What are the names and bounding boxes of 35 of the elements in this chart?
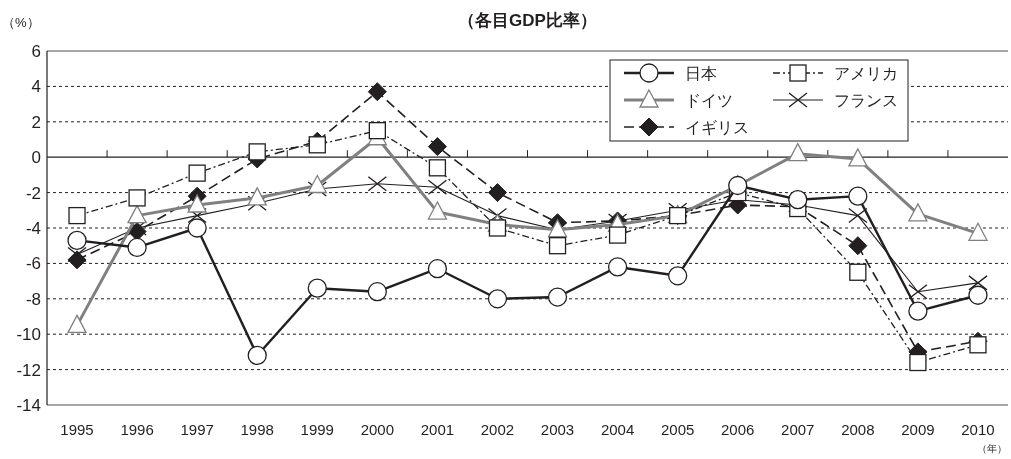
x-tick-label: 2002 [480, 421, 515, 438]
legend-label: ドイツ [685, 92, 733, 109]
y-tick-label: -14 [16, 396, 41, 415]
y-tick-label: -12 [16, 360, 41, 380]
y-tick-label: 4 [31, 77, 41, 97]
x-tick-label: 2010 [961, 421, 995, 438]
chart-title: （各目GDP比率） [458, 11, 597, 30]
x-tick-label: 2001 [420, 421, 455, 438]
legend-label: 日本 [685, 65, 717, 82]
x-tick-label: 2008 [841, 421, 875, 438]
x-tick-label: 1998 [240, 421, 274, 438]
x-tick-label: 2006 [721, 421, 755, 438]
y-tick-label: 2 [31, 112, 41, 132]
x-tick-label: 2007 [781, 421, 815, 438]
y-axis-title: （%） [2, 15, 40, 30]
y-tick-label: -6 [25, 254, 41, 274]
y-tick-label: 0 [31, 148, 41, 168]
x-tick-label: 1997 [180, 421, 214, 438]
y-tick-label: -10 [16, 325, 41, 345]
x-tick-label: 2000 [360, 421, 395, 438]
y-tick-label: -4 [25, 219, 41, 238]
x-tick-label: 1995 [60, 421, 94, 438]
x-tick-label: 2009 [901, 421, 935, 438]
legend-label: アメリカ [834, 65, 898, 82]
y-tick-label: 6 [31, 42, 41, 61]
x-tick-label: 1996 [120, 421, 154, 438]
y-tick-label: -2 [25, 183, 41, 203]
x-axis-title: （年） [977, 443, 1007, 454]
y-tick-label: -8 [25, 289, 41, 309]
x-tick-label: 1999 [300, 421, 334, 438]
legend-label: フランス [834, 92, 898, 109]
x-tick-label: 2003 [540, 421, 575, 438]
x-tick-label: 2004 [600, 421, 635, 438]
legend-label: イギリス [685, 119, 749, 136]
x-tick-label: 2005 [660, 421, 695, 438]
